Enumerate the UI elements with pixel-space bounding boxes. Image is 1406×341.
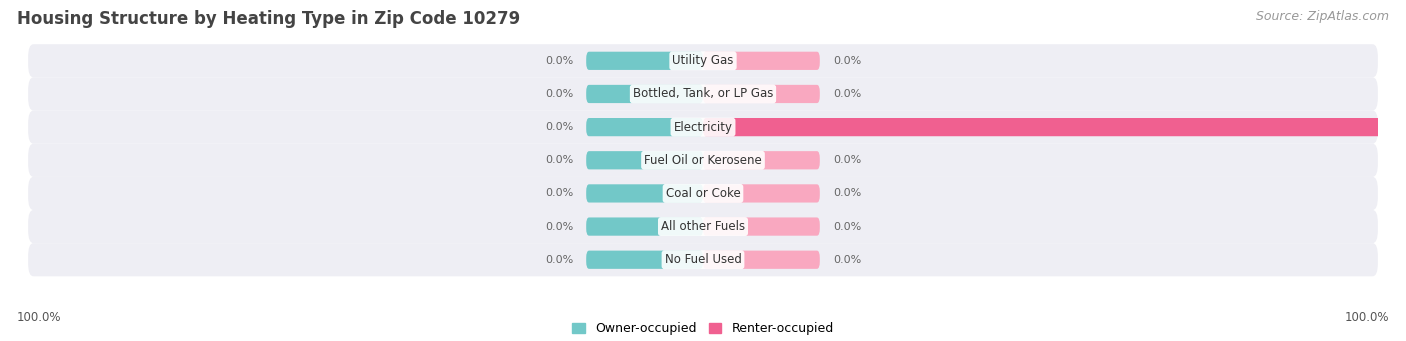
Text: 0.0%: 0.0%: [546, 222, 574, 232]
Text: Housing Structure by Heating Type in Zip Code 10279: Housing Structure by Heating Type in Zip…: [17, 10, 520, 28]
FancyBboxPatch shape: [28, 44, 1378, 77]
FancyBboxPatch shape: [28, 110, 1378, 144]
FancyBboxPatch shape: [586, 52, 703, 70]
Text: 0.0%: 0.0%: [546, 155, 574, 165]
FancyBboxPatch shape: [586, 184, 703, 203]
Text: 0.0%: 0.0%: [832, 189, 860, 198]
FancyBboxPatch shape: [28, 243, 1378, 276]
FancyBboxPatch shape: [703, 52, 820, 70]
Text: Bottled, Tank, or LP Gas: Bottled, Tank, or LP Gas: [633, 87, 773, 101]
FancyBboxPatch shape: [703, 184, 820, 203]
FancyBboxPatch shape: [28, 210, 1378, 243]
Text: Utility Gas: Utility Gas: [672, 54, 734, 67]
Text: 0.0%: 0.0%: [546, 89, 574, 99]
FancyBboxPatch shape: [703, 118, 1406, 136]
FancyBboxPatch shape: [586, 85, 703, 103]
FancyBboxPatch shape: [703, 151, 820, 169]
Text: 0.0%: 0.0%: [832, 89, 860, 99]
FancyBboxPatch shape: [586, 118, 703, 136]
FancyBboxPatch shape: [703, 218, 820, 236]
Text: No Fuel Used: No Fuel Used: [665, 253, 741, 266]
Text: 0.0%: 0.0%: [832, 255, 860, 265]
Text: 0.0%: 0.0%: [832, 56, 860, 66]
Text: 0.0%: 0.0%: [546, 189, 574, 198]
Text: Coal or Coke: Coal or Coke: [665, 187, 741, 200]
FancyBboxPatch shape: [586, 151, 703, 169]
Text: Fuel Oil or Kerosene: Fuel Oil or Kerosene: [644, 154, 762, 167]
Text: 100.0%: 100.0%: [17, 311, 62, 324]
FancyBboxPatch shape: [28, 177, 1378, 210]
Text: Electricity: Electricity: [673, 121, 733, 134]
Text: 0.0%: 0.0%: [832, 155, 860, 165]
Text: 0.0%: 0.0%: [546, 56, 574, 66]
FancyBboxPatch shape: [703, 85, 820, 103]
Text: 0.0%: 0.0%: [546, 255, 574, 265]
FancyBboxPatch shape: [586, 251, 703, 269]
Text: 0.0%: 0.0%: [832, 222, 860, 232]
Text: Source: ZipAtlas.com: Source: ZipAtlas.com: [1256, 10, 1389, 23]
Text: All other Fuels: All other Fuels: [661, 220, 745, 233]
Legend: Owner-occupied, Renter-occupied: Owner-occupied, Renter-occupied: [568, 317, 838, 340]
FancyBboxPatch shape: [703, 251, 820, 269]
FancyBboxPatch shape: [28, 77, 1378, 110]
FancyBboxPatch shape: [28, 144, 1378, 177]
Text: 0.0%: 0.0%: [546, 122, 574, 132]
FancyBboxPatch shape: [586, 218, 703, 236]
Text: 100.0%: 100.0%: [1344, 311, 1389, 324]
